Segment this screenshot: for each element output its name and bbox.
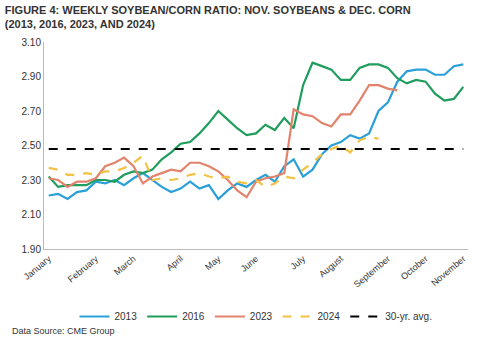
svg-text:2.30: 2.30 [22, 175, 42, 186]
svg-text:July: July [289, 253, 308, 271]
svg-text:2.70: 2.70 [22, 106, 42, 117]
svg-text:2.50: 2.50 [22, 140, 42, 151]
svg-text:30-yr. avg.: 30-yr. avg. [385, 311, 432, 322]
svg-text:October: October [399, 254, 430, 282]
svg-text:January: January [22, 253, 53, 282]
svg-text:June: June [239, 254, 260, 274]
svg-text:1.90: 1.90 [22, 244, 42, 255]
svg-text:September: September [352, 254, 392, 290]
svg-text:November: November [429, 254, 467, 288]
svg-text:3.10: 3.10 [22, 37, 42, 48]
svg-text:August: August [317, 253, 345, 279]
svg-text:March: March [112, 254, 138, 278]
svg-text:2.90: 2.90 [22, 71, 42, 82]
svg-text:2.10: 2.10 [22, 209, 42, 220]
svg-text:May: May [203, 253, 223, 272]
svg-text:2016: 2016 [182, 311, 205, 322]
svg-text:2024: 2024 [318, 311, 341, 322]
svg-text:Data Source: CME Group: Data Source: CME Group [12, 326, 115, 336]
svg-text:FIGURE 4: WEEKLY SOYBEAN/CORN: FIGURE 4: WEEKLY SOYBEAN/CORN RATIO: NOV… [5, 4, 411, 30]
svg-text:April: April [165, 254, 185, 273]
svg-text:2013: 2013 [115, 311, 138, 322]
svg-text:February: February [66, 253, 100, 284]
svg-text:2023: 2023 [250, 311, 273, 322]
